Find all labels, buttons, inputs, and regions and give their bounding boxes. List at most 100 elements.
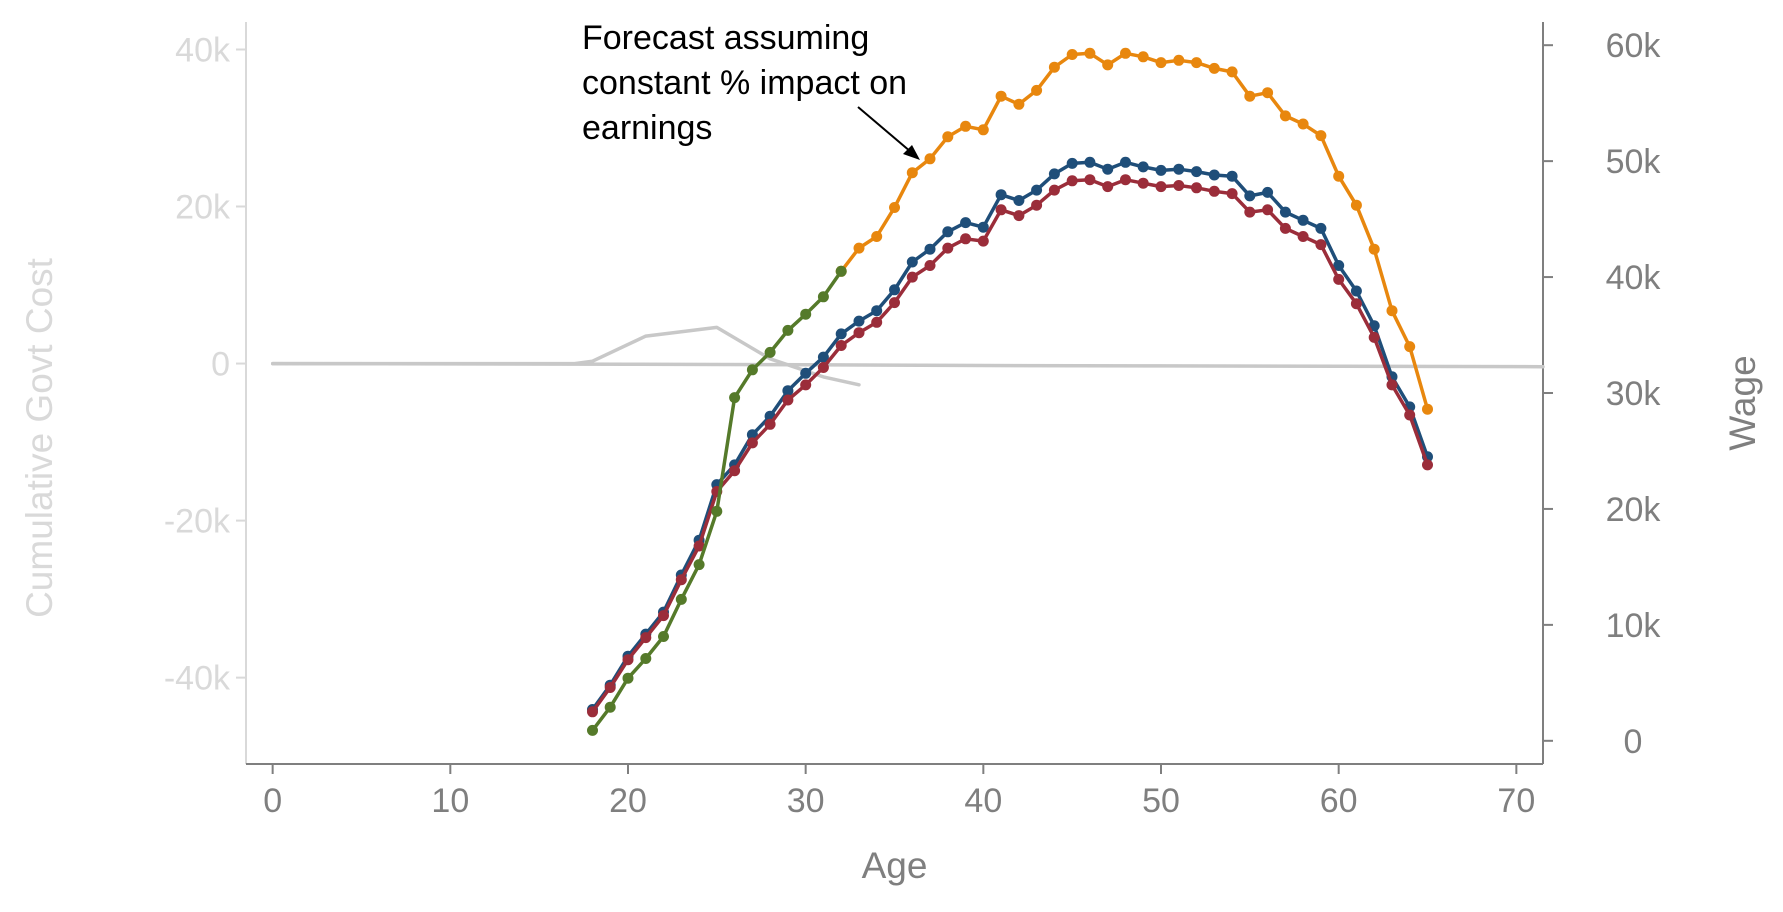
series-5-point [711, 505, 723, 517]
x-tick-label: 0 [263, 782, 282, 820]
right-axis-title: Wage [1722, 355, 1763, 450]
right-tick-label: 30k [1606, 375, 1662, 413]
annotation-arrowhead [903, 145, 920, 160]
series-3-point [1279, 206, 1291, 218]
series-2-point [960, 120, 972, 132]
series-2-point [889, 202, 900, 213]
series-4-point [1244, 206, 1256, 218]
left-tick-label: 0 [211, 346, 230, 384]
series-2-point [871, 231, 883, 242]
series-4-point [622, 654, 634, 666]
left-axis-title: Cumulative Govt Cost [19, 257, 60, 618]
series-4-point [1333, 273, 1345, 285]
series-4-point [1191, 182, 1202, 194]
series-4-point [1120, 174, 1131, 186]
series-5-point [746, 364, 758, 376]
series-2-point [1191, 57, 1202, 69]
series-4-point [1315, 239, 1327, 251]
series-4-point [693, 540, 705, 552]
series-3-point [1191, 166, 1202, 178]
series-3-point [906, 256, 918, 268]
series-2-point [1155, 57, 1167, 69]
x-tick-label: 40 [964, 782, 1002, 820]
series-layer [270, 47, 1545, 736]
series-4-point [604, 682, 616, 693]
series-2-point [1368, 243, 1380, 255]
series-4-point [835, 340, 847, 351]
series-3-point [871, 305, 883, 317]
series-2-point [924, 153, 936, 165]
right-tick-label: 60k [1606, 27, 1662, 65]
series-2-point [1084, 47, 1096, 59]
series-2-point [977, 124, 989, 136]
right-tick-label: 10k [1606, 607, 1662, 645]
series-5-point [622, 672, 634, 684]
series-line-3 [590, 160, 1430, 712]
series-3-point [1173, 163, 1185, 175]
series-3-point [800, 367, 812, 379]
series-4-point [1137, 177, 1149, 189]
series-4-point [764, 418, 776, 430]
series-2-point [1422, 403, 1433, 415]
series-3-point [835, 328, 847, 340]
series-4-point [906, 271, 918, 283]
x-tick-label: 10 [431, 782, 469, 820]
x-tick-label: 70 [1497, 782, 1535, 820]
series-4-point [1404, 409, 1416, 421]
left-tick-label: -20k [164, 503, 231, 541]
series-3-point [1297, 214, 1309, 226]
series-3-point [960, 217, 972, 229]
series-4-point [640, 632, 652, 644]
series-3-point [1155, 164, 1167, 176]
x-tick-label: 20 [609, 782, 647, 820]
x-tick-label: 50 [1142, 782, 1180, 820]
series-5-point [835, 265, 847, 277]
series-2-point [1262, 87, 1274, 99]
series-4-point [1084, 174, 1096, 186]
axes: 0 10 20 30 40 50 60 70 40k 20k 0 -20k -40k 60k 50k 40k 3… [19, 22, 1763, 886]
series-4-point [1102, 181, 1114, 193]
series-2-point [1137, 51, 1149, 63]
series-4-point [1048, 184, 1060, 196]
series-2-point [1297, 118, 1309, 130]
x-axis-title: Age [862, 845, 928, 886]
series-3-point [924, 243, 936, 255]
series-5-point [604, 701, 616, 713]
series-4-point [977, 235, 989, 247]
series-3-point [1244, 190, 1256, 202]
left-tick-label: 20k [175, 189, 231, 227]
right-tick-label: 20k [1606, 491, 1662, 529]
series-5-point [693, 559, 705, 571]
series-3-point [1066, 157, 1078, 169]
series-4-point [800, 379, 812, 391]
series-4-point [924, 260, 936, 271]
series-3-point [1315, 222, 1327, 234]
series-3-point [1208, 169, 1220, 181]
right-tick-label: 40k [1606, 259, 1662, 297]
series-4-point [1031, 199, 1043, 211]
left-tick-label: 40k [175, 31, 231, 69]
series-4-point [942, 242, 954, 254]
series-5-point [729, 392, 741, 404]
series-4-point [1155, 181, 1167, 193]
series-5-point [658, 631, 669, 642]
series-2-point [1173, 54, 1185, 66]
series-2-point [1120, 47, 1131, 59]
series-3-point [1262, 186, 1274, 198]
series-3-point [1333, 260, 1345, 271]
series-4-point [729, 465, 741, 477]
series-4-point [746, 437, 758, 449]
series-4-point [1279, 222, 1291, 234]
series-2-point [1315, 130, 1327, 142]
series-3-point [942, 226, 954, 238]
series-3-point [817, 351, 829, 363]
series-3-point [995, 189, 1007, 201]
series-2-point [906, 167, 918, 179]
series-4-point [1368, 331, 1380, 343]
series-2-point [1279, 110, 1291, 122]
series-3-point [889, 284, 900, 296]
series-2-point [942, 131, 954, 143]
series-4-point [675, 574, 687, 586]
series-4-point [1297, 231, 1309, 242]
series-2-point [1102, 59, 1114, 71]
